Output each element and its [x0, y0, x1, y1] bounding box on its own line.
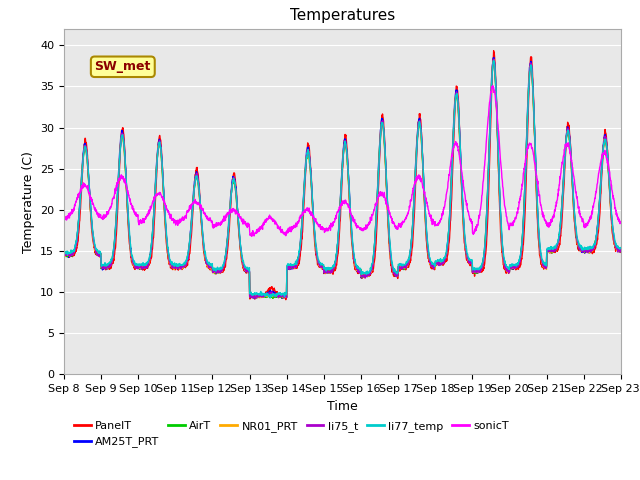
li75_t: [216, 269, 223, 275]
sonicT: [490, 83, 497, 89]
Y-axis label: Temperature (C): Temperature (C): [22, 151, 35, 252]
li75_t: [371, 241, 379, 247]
AM25T_PRT: [252, 296, 259, 301]
NR01_PRT: [216, 269, 223, 275]
AM25T_PRT: [617, 247, 625, 252]
PanelT: [282, 297, 290, 302]
NR01_PRT: [371, 242, 379, 248]
NR01_PRT: [584, 249, 591, 254]
li75_t: [505, 270, 513, 276]
AM25T_PRT: [568, 172, 576, 178]
li77_temp: [216, 266, 223, 272]
sonicT: [584, 223, 591, 228]
AM25T_PRT: [371, 239, 379, 245]
AM25T_PRT: [216, 268, 223, 274]
PanelT: [490, 48, 497, 54]
li77_temp: [505, 266, 513, 272]
li75_t: [359, 273, 367, 278]
AirT: [490, 59, 497, 64]
li77_temp: [266, 295, 274, 300]
li75_t: [568, 173, 576, 179]
NR01_PRT: [359, 274, 367, 279]
NR01_PRT: [568, 176, 576, 182]
li77_temp: [490, 58, 497, 63]
Line: AirT: AirT: [64, 61, 621, 299]
AirT: [216, 269, 223, 275]
PanelT: [216, 269, 223, 275]
sonicT: [617, 218, 625, 224]
li75_t: [252, 296, 259, 301]
li75_t: [617, 248, 625, 253]
sonicT: [568, 160, 576, 166]
PanelT: [584, 249, 591, 255]
AirT: [269, 296, 276, 301]
Line: sonicT: sonicT: [64, 86, 621, 236]
Title: Temperatures: Temperatures: [290, 9, 395, 24]
Text: SW_met: SW_met: [95, 60, 151, 73]
AirT: [505, 269, 513, 275]
li75_t: [60, 253, 68, 259]
AM25T_PRT: [584, 249, 591, 255]
Legend: PanelT, AM25T_PRT, AirT, NR01_PRT, li75_t, li77_temp, sonicT: PanelT, AM25T_PRT, AirT, NR01_PRT, li75_…: [70, 417, 513, 452]
Line: li75_t: li75_t: [64, 59, 621, 299]
NR01_PRT: [490, 57, 498, 62]
sonicT: [216, 221, 223, 227]
li77_temp: [568, 171, 576, 177]
Line: AM25T_PRT: AM25T_PRT: [64, 58, 621, 299]
AirT: [371, 239, 379, 244]
AM25T_PRT: [60, 252, 68, 257]
sonicT: [371, 204, 379, 210]
sonicT: [359, 226, 367, 232]
PanelT: [568, 175, 576, 180]
AM25T_PRT: [490, 55, 497, 60]
NR01_PRT: [60, 253, 68, 259]
AirT: [584, 249, 591, 254]
sonicT: [60, 216, 68, 222]
AirT: [617, 248, 625, 253]
PanelT: [505, 270, 513, 276]
li77_temp: [617, 245, 625, 251]
NR01_PRT: [249, 295, 257, 300]
PanelT: [371, 256, 379, 262]
Line: li77_temp: li77_temp: [64, 60, 621, 298]
li77_temp: [584, 245, 591, 251]
sonicT: [505, 223, 513, 229]
AirT: [568, 176, 576, 181]
sonicT: [248, 233, 255, 239]
li77_temp: [60, 252, 68, 258]
PanelT: [617, 248, 625, 254]
NR01_PRT: [617, 248, 625, 254]
PanelT: [359, 272, 367, 278]
AM25T_PRT: [505, 267, 513, 273]
AirT: [359, 274, 367, 279]
PanelT: [60, 253, 68, 259]
X-axis label: Time: Time: [327, 400, 358, 413]
NR01_PRT: [505, 268, 513, 274]
li77_temp: [359, 271, 367, 276]
AirT: [60, 252, 68, 258]
li75_t: [584, 250, 591, 255]
Line: PanelT: PanelT: [64, 51, 621, 300]
li75_t: [490, 56, 497, 62]
Line: NR01_PRT: NR01_PRT: [64, 60, 621, 298]
li77_temp: [371, 240, 379, 246]
AM25T_PRT: [359, 273, 367, 279]
